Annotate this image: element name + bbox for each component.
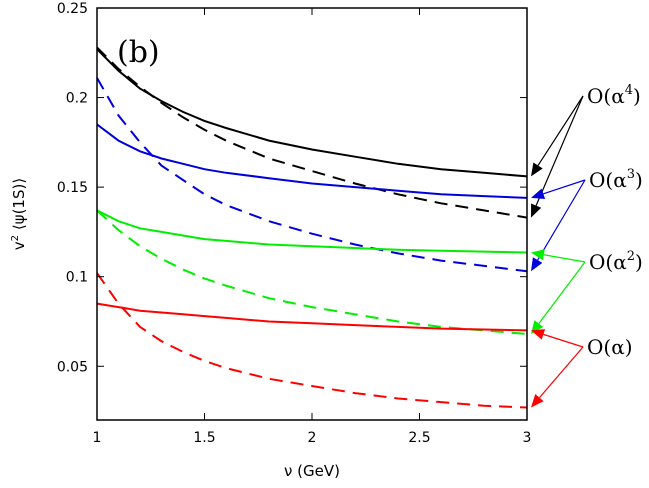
annotation-label-superscript: 4 xyxy=(625,83,633,98)
annotation-arrow-head xyxy=(531,249,545,261)
x-tick-label: 2 xyxy=(308,430,317,446)
y-axis-title-symbol: v xyxy=(10,241,28,250)
annotation-label-close: ) xyxy=(633,84,641,108)
annotation-label: O(α3) xyxy=(589,167,643,192)
series-line-Oα-solid xyxy=(96,302,528,332)
annotation-arrow-line xyxy=(538,261,586,324)
annotation-arrow-head xyxy=(531,203,542,218)
annotation-arrow-head xyxy=(531,329,546,340)
x-tick-label: 1.5 xyxy=(193,430,215,446)
annotation-arrow-line xyxy=(543,254,586,263)
annotation-label-base: O(α xyxy=(589,250,627,274)
annotation-arrow-head xyxy=(531,162,543,177)
series-line-Oα2-solid xyxy=(96,209,528,254)
annotation-arrow-line xyxy=(543,179,586,195)
y-tick-label: 0.15 xyxy=(57,180,88,196)
annotation-arrows xyxy=(531,95,586,408)
series-line-Oα3-solid xyxy=(96,123,528,199)
annotation-arrow-head xyxy=(531,257,543,272)
annotation-label: O(α2) xyxy=(589,249,643,274)
x-tick-label: 1 xyxy=(93,430,102,446)
annotation-label-close: ) xyxy=(635,168,643,192)
annotation-label-superscript: 3 xyxy=(627,167,635,182)
y-axis-title-rest: ⟨ψ(1S)⟩ xyxy=(10,178,28,235)
plot-frame xyxy=(96,7,528,421)
y-axis-title-superscript: 2 xyxy=(10,235,21,241)
x-axis: 1 1.5 2 2.5 3 xyxy=(93,8,532,446)
series-line-Oα-dashed xyxy=(96,272,528,409)
annotation-label-superscript: 2 xyxy=(627,249,635,264)
y-axis-title: v2 ⟨ψ(1S)⟩ xyxy=(10,178,28,250)
annotation-label: O(α) xyxy=(587,335,633,359)
annotation-label-base: O(α xyxy=(587,84,625,108)
annotation-arrow-line xyxy=(535,95,584,206)
annotation-arrow-head xyxy=(531,188,546,199)
x-tick-label: 3 xyxy=(523,430,532,446)
series-line-Oα4-dashed xyxy=(96,46,528,219)
annotation-label-close: ) xyxy=(635,250,643,274)
annotation-label-base: O(α xyxy=(587,335,625,359)
y-axis: 0.05 0.1 0.15 0.2 0.25 xyxy=(57,1,527,375)
panel-label: (b) xyxy=(117,35,160,70)
annotation-label: O(α4) xyxy=(587,83,641,108)
annotation-arrow-line xyxy=(543,333,584,348)
annotation-labels: O(α4)O(α3)O(α2)O(α) xyxy=(587,83,643,359)
series-line-Oα3-dashed xyxy=(96,77,528,273)
y-tick-label: 0.1 xyxy=(66,270,88,286)
x-tick-label: 2.5 xyxy=(408,430,430,446)
y-tick-label: 0.05 xyxy=(57,359,88,375)
annotation-arrow-line xyxy=(537,179,586,261)
annotation-arrow-line xyxy=(537,95,584,166)
x-axis-title: ν (GeV) xyxy=(284,462,340,480)
series-group xyxy=(96,46,528,409)
y-tick-label: 0.2 xyxy=(66,91,88,107)
annotation-label-close: ) xyxy=(625,335,633,359)
annotation-arrow-head xyxy=(531,394,544,408)
annotation-arrow-line xyxy=(539,346,584,398)
series-line-Oα4-solid xyxy=(96,48,528,178)
annotation-label-base: O(α xyxy=(589,168,627,192)
y-tick-label: 0.25 xyxy=(57,1,88,17)
series-line-Oα2-dashed xyxy=(96,209,528,335)
